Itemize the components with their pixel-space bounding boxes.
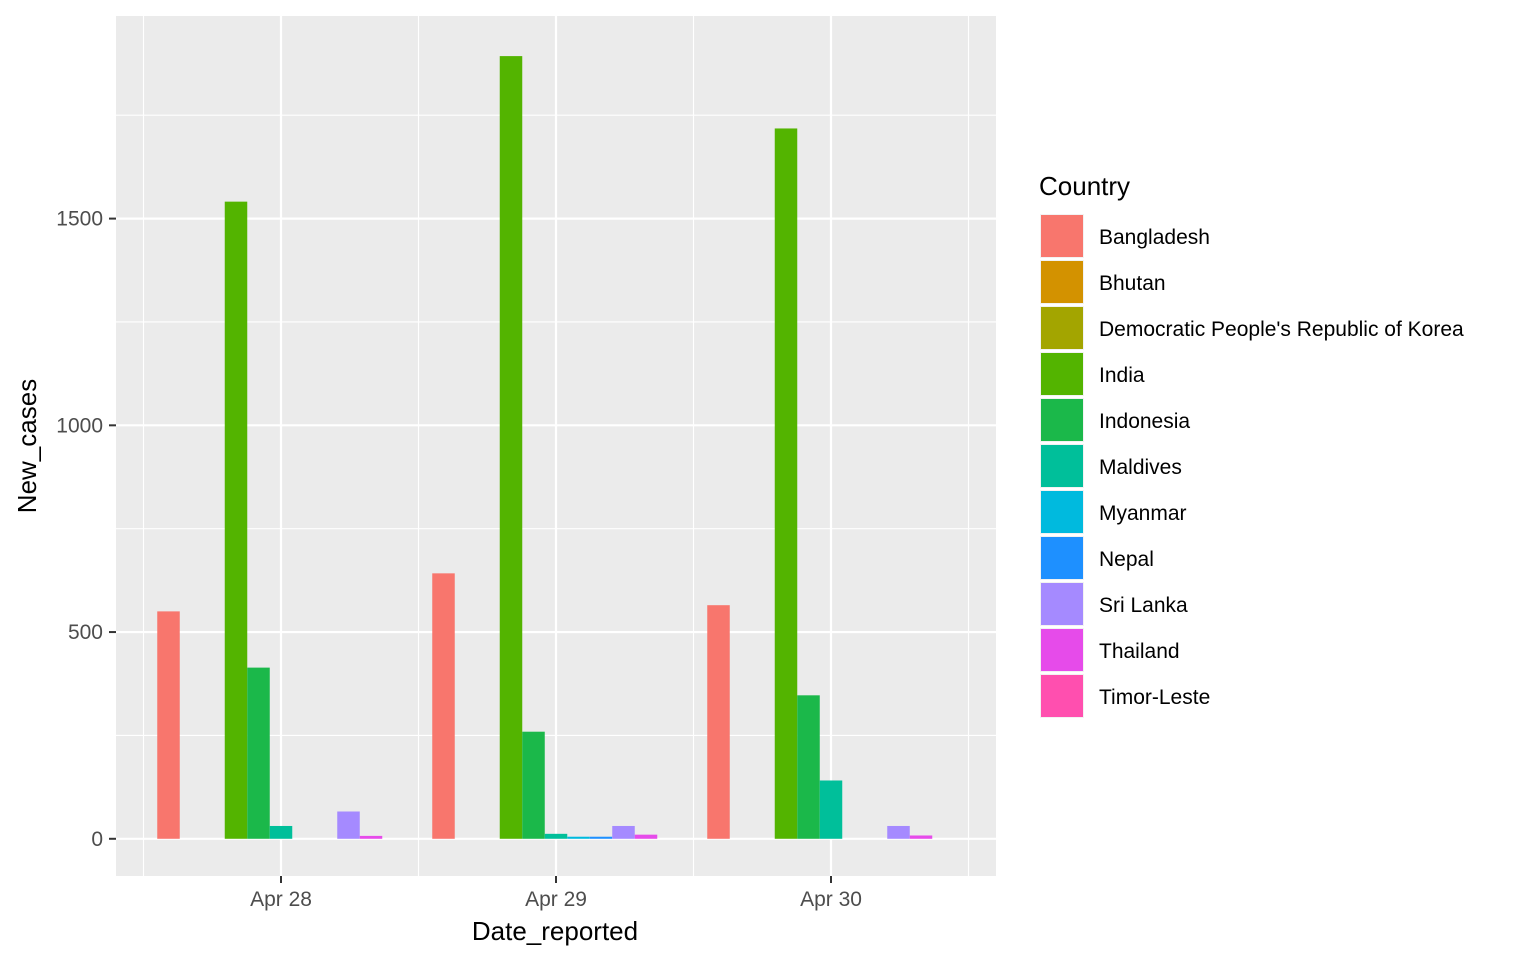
legend-label: Bangladesh <box>1099 226 1210 249</box>
legend-label: Bhutan <box>1099 272 1166 295</box>
bar-bangladesh <box>157 611 180 839</box>
bar-myanmar <box>567 836 590 839</box>
legend-swatch <box>1041 537 1083 579</box>
x-axis-title: Date_reported <box>472 916 638 946</box>
legend-swatch <box>1041 675 1083 717</box>
x-tick-label: Apr 29 <box>525 888 587 911</box>
bar-india <box>224 201 248 839</box>
bar-bangladesh <box>432 573 455 839</box>
legend-label: Maldives <box>1099 456 1182 479</box>
y-tick-label: 1000 <box>56 414 103 437</box>
legend-label: Timor-Leste <box>1099 686 1210 709</box>
bar-indonesia <box>797 695 820 839</box>
legend-swatch <box>1041 399 1083 441</box>
legend-label: Sri Lanka <box>1099 594 1188 617</box>
legend-swatch <box>1041 215 1083 257</box>
bars <box>157 56 933 839</box>
y-axis: 0 500 1000 1500 <box>56 208 116 851</box>
bar-bangladesh <box>707 605 730 839</box>
bar-thailand <box>634 834 658 839</box>
bar-sri-lanka <box>612 825 635 839</box>
bar-indonesia <box>522 731 545 839</box>
legend-swatch <box>1041 491 1083 533</box>
legend-title: Country <box>1039 171 1130 201</box>
bar-sri-lanka <box>887 825 910 839</box>
x-tick-label: Apr 28 <box>250 888 312 911</box>
bar-nepal <box>589 836 613 839</box>
legend-swatch <box>1041 629 1083 671</box>
y-tick-label: 500 <box>68 621 103 644</box>
bar-india <box>774 128 798 839</box>
bar-thailand <box>909 835 933 839</box>
legend-label: Myanmar <box>1099 502 1187 525</box>
x-tick-label: Apr 30 <box>800 888 862 911</box>
bar-maldives <box>544 833 568 839</box>
legend-swatch <box>1041 261 1083 303</box>
legend-label: Thailand <box>1099 640 1180 663</box>
bar-india <box>499 56 523 839</box>
bar-sri-lanka <box>337 811 360 839</box>
legend-label: Democratic People's Republic of Korea <box>1099 318 1464 341</box>
legend-label: India <box>1099 364 1145 387</box>
y-tick-label: 1500 <box>56 208 103 231</box>
legend-swatch <box>1041 307 1083 349</box>
legend-swatch <box>1041 353 1083 395</box>
legend-swatch <box>1041 445 1083 487</box>
y-tick-label: 0 <box>91 828 103 851</box>
legend: Country Bangladesh Bhutan Democratic Peopl… <box>1039 171 1464 718</box>
bar-maldives <box>819 780 843 839</box>
x-axis: Apr 28 Apr 29 Apr 30 <box>250 876 862 911</box>
legend-swatch <box>1041 583 1083 625</box>
bar-thailand <box>359 835 383 839</box>
legend-label: Nepal <box>1099 548 1154 571</box>
y-axis-title: New_cases <box>12 379 42 513</box>
bar-maldives <box>269 825 293 839</box>
bar-indonesia <box>247 667 270 839</box>
legend-label: Indonesia <box>1099 410 1190 433</box>
